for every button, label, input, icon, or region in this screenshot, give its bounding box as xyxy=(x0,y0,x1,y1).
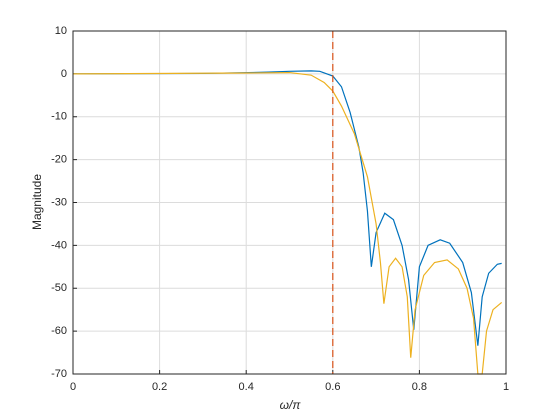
y-tick-label: 10 xyxy=(55,25,67,37)
y-tick-label: -10 xyxy=(51,111,67,123)
y-tick-label: -20 xyxy=(51,154,67,166)
y-tick-label: 0 xyxy=(61,68,67,80)
x-tick-label: 0.8 xyxy=(412,381,427,393)
x-tick-label: 0.4 xyxy=(239,381,254,393)
y-axis-label: Magnitude xyxy=(30,174,44,230)
x-tick-label: 0.6 xyxy=(325,381,340,393)
x-tick-label: 1 xyxy=(503,381,509,393)
x-tick-label: 0.2 xyxy=(152,381,167,393)
series-line xyxy=(72,70,502,346)
x-tick-label: 0 xyxy=(70,381,76,393)
y-tick-label: -30 xyxy=(51,196,67,208)
y-tick-label: -70 xyxy=(51,368,67,380)
axes-box xyxy=(72,30,507,375)
x-axis-label: ω/π xyxy=(280,398,302,412)
series-line xyxy=(72,71,503,375)
y-tick-label: -40 xyxy=(51,239,67,251)
y-tick-label: -60 xyxy=(51,325,67,337)
y-tick-label: -50 xyxy=(51,282,67,294)
